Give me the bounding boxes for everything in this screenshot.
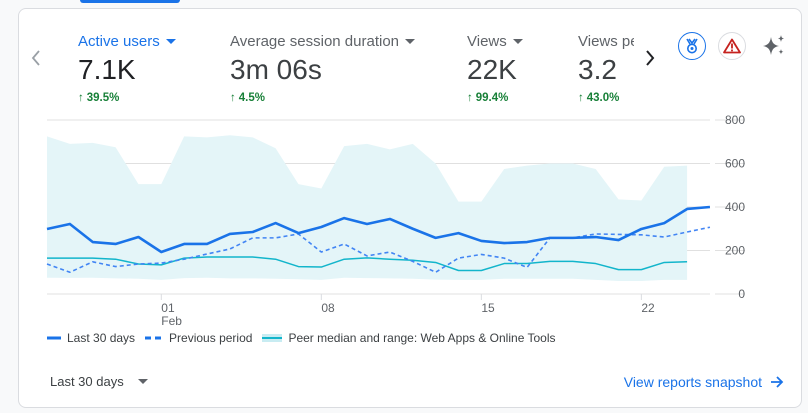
- previous-metrics-button[interactable]: [26, 46, 46, 70]
- arrow-right-icon: [771, 376, 784, 388]
- caret-down-icon[interactable]: [512, 38, 523, 44]
- metric-label: Views: [467, 32, 507, 50]
- last-30-days-line: [46, 205, 711, 254]
- metric-value: 3.2: [578, 54, 617, 85]
- next-metrics-button[interactable]: [640, 46, 660, 70]
- sparkle-icon: [763, 35, 784, 55]
- legend-label: Peer median and range: Web Apps & Online…: [288, 331, 556, 345]
- insights-button[interactable]: [678, 32, 706, 60]
- metric-label: Active users: [78, 32, 160, 50]
- ai-insights-button[interactable]: [760, 31, 788, 59]
- y-tick-label: 800: [725, 113, 745, 127]
- peer-median-line: [47, 256, 688, 272]
- warning-button[interactable]: [718, 32, 746, 60]
- x-tick-sublabel: Feb: [161, 314, 182, 328]
- metric-delta: 43.0%: [586, 92, 620, 104]
- peer-range-band: [47, 135, 688, 281]
- metric-tab-avg-session-duration[interactable]: Average session duration 3m 06s ↑ 4.5%: [230, 31, 415, 104]
- chart-legend: Last 30 days Previous period Peer median…: [47, 331, 556, 345]
- y-tick-label: 0: [738, 287, 745, 301]
- arrow-up-icon: ↑: [467, 92, 473, 104]
- active-tab-indicator: [80, 0, 180, 3]
- metric-value: 3m 06s: [230, 54, 322, 85]
- metric-label: Views pe: [578, 32, 634, 50]
- caret-down-icon[interactable]: [405, 38, 415, 44]
- metric-delta: 39.5%: [86, 92, 120, 104]
- y-tick-label: 400: [725, 200, 745, 214]
- dashed-line-swatch-icon: [145, 336, 162, 340]
- chevron-left-icon: [31, 50, 40, 66]
- arrow-up-icon: ↑: [230, 92, 236, 104]
- legend-peer-range: Peer median and range: Web Apps & Online…: [262, 331, 556, 345]
- insights-medal-icon: [686, 38, 698, 54]
- legend-previous-period: Previous period: [145, 331, 252, 345]
- previous-period-line: [46, 226, 711, 274]
- chevron-right-icon: [646, 50, 655, 66]
- y-tick-label: 600: [725, 157, 745, 171]
- arrow-up-icon: ↑: [78, 92, 84, 104]
- metric-tab-active-users[interactable]: Active users 7.1K ↑ 39.5%: [78, 31, 176, 104]
- date-range-dropdown[interactable]: Last 30 days: [50, 374, 148, 389]
- warning-icon: [723, 38, 741, 54]
- date-range-label: Last 30 days: [50, 374, 124, 389]
- metric-value: 7.1K: [78, 54, 136, 85]
- caret-down-icon[interactable]: [165, 38, 176, 44]
- x-tick-label: 15: [481, 301, 495, 315]
- metric-tab-views[interactable]: Views 22K ↑ 99.4%: [467, 31, 523, 104]
- x-tick-label: 01: [161, 301, 175, 315]
- legend-last-30-days: Last 30 days: [47, 331, 135, 345]
- metric-delta: 4.5%: [238, 92, 265, 104]
- arrow-up-icon: ↑: [578, 92, 584, 104]
- link-label: View reports snapshot: [623, 374, 762, 390]
- band-swatch-icon: [262, 334, 283, 342]
- metric-tab-views-per-user[interactable]: Views pe 3.2 ↑ 43.0%: [578, 31, 634, 105]
- solid-line-swatch-icon: [47, 336, 61, 340]
- metric-value: 22K: [467, 54, 517, 85]
- metric-label: Average session duration: [230, 32, 399, 50]
- y-tick-label: 200: [725, 244, 745, 258]
- legend-label: Previous period: [169, 331, 253, 345]
- metric-delta: 99.4%: [475, 92, 509, 104]
- caret-down-icon: [137, 379, 148, 384]
- view-reports-snapshot-link[interactable]: View reports snapshot: [624, 374, 784, 390]
- metric-tabs: Active users 7.1K ↑ 39.5% Average session…: [78, 31, 658, 111]
- x-tick-label: 22: [641, 301, 655, 315]
- x-tick-label: 08: [321, 301, 335, 315]
- legend-label: Last 30 days: [67, 331, 136, 345]
